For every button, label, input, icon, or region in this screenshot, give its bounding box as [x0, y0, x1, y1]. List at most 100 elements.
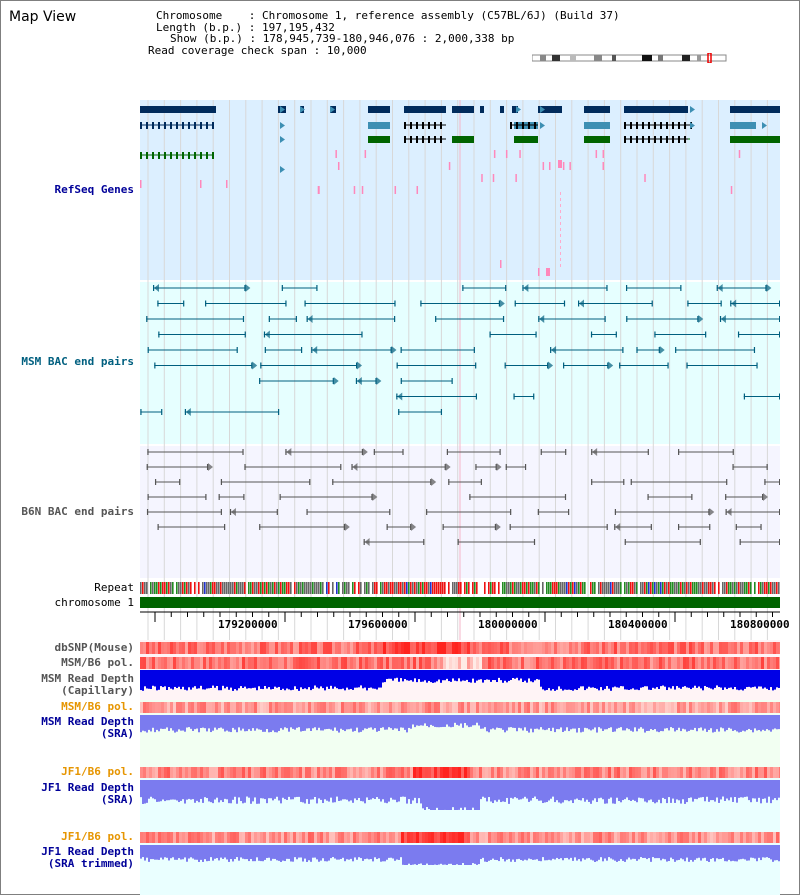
depth-bar: [196, 715, 198, 729]
bac-end: [396, 393, 398, 400]
heat-cell: [641, 702, 644, 713]
jf1-pol-2-heatmap[interactable]: [140, 832, 780, 843]
heat-cell: [686, 767, 689, 778]
depth-bar: [360, 780, 362, 802]
depth-bar: [270, 780, 272, 799]
heat-cell: [731, 657, 734, 669]
depth-bar: [690, 780, 692, 798]
depth-bar: [168, 845, 170, 861]
depth-bar: [598, 845, 600, 860]
depth-bar: [592, 670, 594, 688]
heat-cell: [665, 657, 668, 669]
heat-cell: [395, 702, 398, 713]
bac-end: [505, 285, 507, 291]
chromosome-ideogram[interactable]: [532, 53, 728, 63]
repeat-element: [346, 582, 348, 594]
heat-cell: [452, 702, 455, 713]
jf1-pol-heatmap[interactable]: [140, 767, 780, 778]
repeat-element: [764, 582, 766, 594]
depth-bar: [214, 715, 216, 728]
chromosome-bar[interactable]: [140, 597, 780, 608]
heat-cell: [389, 767, 392, 778]
gene-feature: [364, 150, 367, 158]
repeat-element: [686, 582, 688, 594]
heat-cell: [659, 767, 662, 778]
depth-bar: [366, 780, 368, 798]
heat-cell: [317, 767, 320, 778]
bac-end: [276, 509, 278, 515]
bac-end: [398, 409, 400, 415]
depth-bar: [352, 780, 354, 803]
bac-end: [615, 331, 617, 338]
heat-cell: [752, 767, 755, 778]
depth-bar: [762, 670, 764, 689]
depth-bar: [356, 715, 358, 728]
msm-pol-2-heatmap[interactable]: [140, 702, 780, 713]
heat-cell: [281, 642, 284, 654]
depth-bar: [180, 780, 182, 801]
heat-cell: [422, 832, 425, 843]
heat-cell: [401, 642, 404, 654]
repeat-track[interactable]: [140, 582, 780, 594]
heat-cell: [536, 702, 539, 713]
heat-cell: [533, 767, 536, 778]
bac-end: [716, 285, 718, 291]
heat-cell: [167, 702, 170, 713]
msm-pol-heatmap[interactable]: [140, 657, 780, 669]
depth-bar: [324, 670, 326, 691]
depth-bar: [778, 780, 780, 798]
msm-bac-track[interactable]: [140, 282, 780, 444]
depth-bar: [458, 715, 460, 726]
repeat-element: [144, 582, 146, 594]
strand-arrow: [280, 136, 285, 143]
heat-cell: [359, 702, 362, 713]
repeat-element: [460, 582, 462, 594]
heat-cell: [611, 642, 614, 654]
heat-cell: [746, 657, 749, 669]
bac-end: [361, 331, 363, 338]
depth-bar: [202, 780, 204, 803]
heat-cell: [575, 657, 578, 669]
depth-bar: [452, 670, 454, 679]
b6n-bac-track[interactable]: [140, 446, 780, 578]
depth-bar: [458, 845, 460, 865]
heat-cell: [773, 657, 776, 669]
depth-bar: [562, 845, 564, 861]
jf1-depth-sra[interactable]: [140, 780, 780, 810]
heat-cell: [257, 832, 260, 843]
depth-bar: [176, 780, 178, 801]
bac-end: [420, 300, 422, 307]
depth-bar: [398, 715, 400, 732]
depth-bar: [484, 670, 486, 681]
depth-bar: [604, 845, 606, 859]
depth-bar: [448, 715, 450, 727]
exon: [206, 152, 208, 159]
depth-bar: [410, 670, 412, 681]
depth-bar: [432, 670, 434, 683]
depth-bar: [560, 670, 562, 689]
depth-bar: [474, 845, 476, 864]
depth-bar: [440, 715, 442, 728]
heat-cell: [230, 832, 233, 843]
msm-depth-sra[interactable]: [140, 715, 780, 737]
depth-bar: [470, 670, 472, 683]
depth-bar: [570, 780, 572, 801]
gene-feature: [493, 150, 496, 158]
repeat-element: [688, 582, 690, 594]
depth-bar: [224, 845, 226, 858]
heat-cell: [413, 832, 416, 843]
heat-cell: [716, 702, 719, 713]
depth-bar: [162, 715, 164, 729]
refseq-track[interactable]: [140, 100, 780, 280]
msm-depth-capillary[interactable]: [140, 670, 780, 692]
repeat-element: [308, 582, 310, 594]
jf1-depth-trimmed[interactable]: [140, 845, 780, 865]
depth-bar: [668, 845, 670, 862]
depth-bar: [228, 780, 230, 804]
depth-bar: [748, 780, 750, 801]
dbsnp-heatmap[interactable]: [140, 642, 780, 654]
depth-bar: [142, 845, 144, 858]
heat-cell: [419, 702, 422, 713]
depth-bar: [714, 670, 716, 688]
heat-cell: [206, 767, 209, 778]
